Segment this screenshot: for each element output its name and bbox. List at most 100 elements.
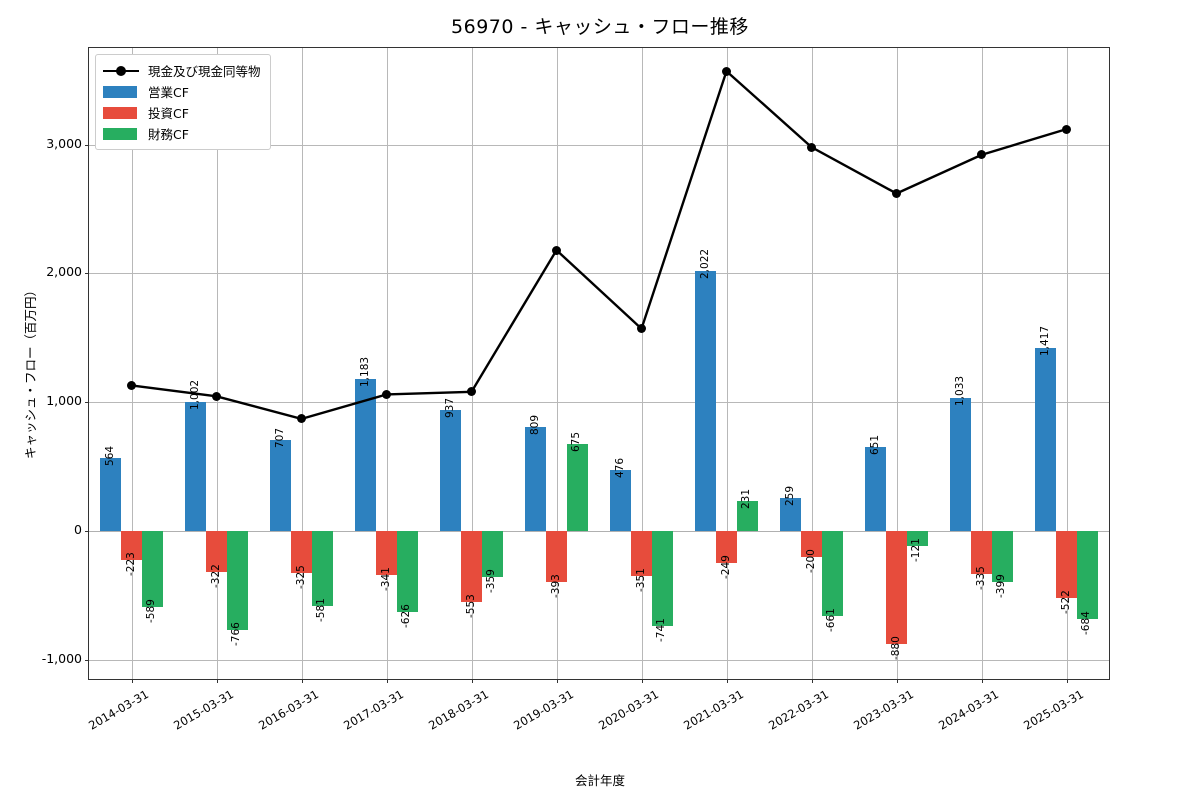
bar bbox=[736, 501, 758, 531]
chart-title: 56970 - キャッシュ・フロー推移 bbox=[451, 16, 749, 38]
bar bbox=[950, 397, 972, 531]
gridline-horizontal bbox=[89, 273, 1109, 275]
gridline-vertical bbox=[131, 48, 133, 679]
gridline-horizontal bbox=[89, 402, 1109, 404]
x-axis-tick-mark bbox=[301, 679, 303, 683]
gridline-vertical bbox=[1066, 48, 1068, 679]
bar bbox=[695, 270, 717, 531]
legend-item-cash[interactable]: 現金及び現金同等物 bbox=[103, 60, 261, 81]
line-data-point bbox=[637, 324, 646, 334]
y-axis-tick-label: -1,000 bbox=[41, 650, 82, 666]
line-data-point bbox=[892, 189, 901, 199]
gridline-vertical bbox=[981, 48, 983, 679]
bar bbox=[121, 530, 142, 560]
y-axis-tick-mark bbox=[85, 530, 89, 532]
bar bbox=[481, 530, 503, 578]
bar bbox=[1076, 530, 1098, 619]
gridline-horizontal bbox=[89, 659, 1109, 661]
bar bbox=[525, 426, 547, 531]
bar bbox=[185, 401, 207, 531]
bar bbox=[651, 530, 673, 627]
bar bbox=[1056, 530, 1077, 599]
x-axis-tick-mark bbox=[386, 679, 388, 683]
x-axis-tick-mark bbox=[1066, 679, 1068, 683]
y-axis-tick-label: 3,000 bbox=[46, 135, 82, 151]
bar bbox=[355, 378, 377, 531]
gridline-vertical bbox=[301, 48, 303, 679]
y-axis-tick-mark bbox=[85, 144, 89, 146]
chart-legend: 現金及び現金同等物 営業CF 投資CF 財務CF bbox=[95, 54, 271, 150]
line-data-point bbox=[1062, 124, 1071, 134]
bar bbox=[1035, 348, 1057, 531]
line-data-point bbox=[807, 142, 816, 152]
y-axis-tick-mark bbox=[85, 402, 89, 404]
x-axis-tick-mark bbox=[216, 679, 218, 683]
bar bbox=[291, 530, 312, 573]
line-data-point bbox=[977, 150, 986, 160]
legend-label-investing-cf: 投資CF bbox=[148, 106, 189, 121]
legend-label-financing-cf: 財務CF bbox=[148, 127, 189, 142]
bar bbox=[716, 530, 737, 563]
line-marker-icon bbox=[103, 63, 139, 79]
bar bbox=[461, 530, 482, 603]
bar bbox=[100, 458, 122, 531]
gridline-horizontal bbox=[89, 144, 1109, 146]
y-axis-tick-label: 0 bbox=[74, 521, 82, 537]
zero-baseline bbox=[89, 530, 1109, 532]
bar bbox=[906, 530, 928, 547]
bar bbox=[821, 530, 843, 617]
gridline-vertical bbox=[811, 48, 813, 679]
gridline-vertical bbox=[896, 48, 898, 679]
bar bbox=[311, 530, 333, 606]
bar bbox=[396, 530, 418, 612]
x-axis-tick-mark bbox=[641, 679, 643, 683]
swatch-icon-operating bbox=[103, 84, 139, 100]
bar bbox=[971, 530, 992, 575]
y-axis-tick-label: 1,000 bbox=[46, 393, 82, 409]
y-axis-tick-label: 2,000 bbox=[46, 264, 82, 280]
bar bbox=[141, 530, 163, 607]
y-axis-tick-mark bbox=[85, 659, 89, 661]
line-data-point bbox=[467, 387, 476, 397]
y-axis-title: キャッシュ・フロー（百万円） bbox=[23, 283, 38, 459]
x-axis-tick-mark bbox=[131, 679, 133, 683]
legend-label-operating-cf: 営業CF bbox=[148, 85, 189, 100]
bar bbox=[566, 443, 588, 531]
bar bbox=[865, 447, 887, 531]
gridline-vertical bbox=[556, 48, 558, 679]
plot-inner: 564 1,002 707 1,183 937 809 476 2,022 259 651 1,03… bbox=[89, 48, 1109, 679]
gridline-vertical bbox=[641, 48, 643, 679]
x-axis-tick-mark bbox=[896, 679, 898, 683]
gridline-vertical bbox=[726, 48, 728, 679]
bar bbox=[801, 530, 822, 557]
bar bbox=[546, 530, 567, 582]
gridline-vertical bbox=[386, 48, 388, 679]
line-data-point bbox=[127, 380, 136, 390]
bar bbox=[886, 530, 907, 645]
bar bbox=[440, 410, 462, 531]
bar bbox=[376, 530, 397, 575]
line-data-point bbox=[722, 66, 731, 76]
x-axis-tick-mark bbox=[981, 679, 983, 683]
bar bbox=[270, 439, 292, 531]
bar bbox=[206, 530, 227, 573]
cash-line-series bbox=[131, 69, 1067, 421]
plot-frame bbox=[88, 47, 1110, 680]
legend-item-investing-cf[interactable]: 投資CF bbox=[103, 102, 261, 123]
y-axis-tick-mark bbox=[85, 273, 89, 275]
bar bbox=[226, 530, 248, 630]
legend-item-financing-cf[interactable]: 財務CF bbox=[103, 123, 261, 144]
bar bbox=[991, 530, 1013, 583]
swatch-icon-financing bbox=[103, 126, 139, 142]
swatch-icon-investing bbox=[103, 105, 139, 121]
legend-item-operating-cf[interactable]: 営業CF bbox=[103, 81, 261, 102]
x-axis-tick-mark bbox=[726, 679, 728, 683]
x-axis-tick-mark bbox=[556, 679, 558, 683]
line-data-point bbox=[212, 391, 221, 401]
line-data-point bbox=[297, 414, 306, 424]
bar bbox=[631, 530, 652, 577]
line-data-point bbox=[382, 389, 391, 399]
legend-label-cash: 現金及び現金同等物 bbox=[148, 64, 261, 79]
x-axis-title: 会計年度 bbox=[574, 773, 625, 788]
